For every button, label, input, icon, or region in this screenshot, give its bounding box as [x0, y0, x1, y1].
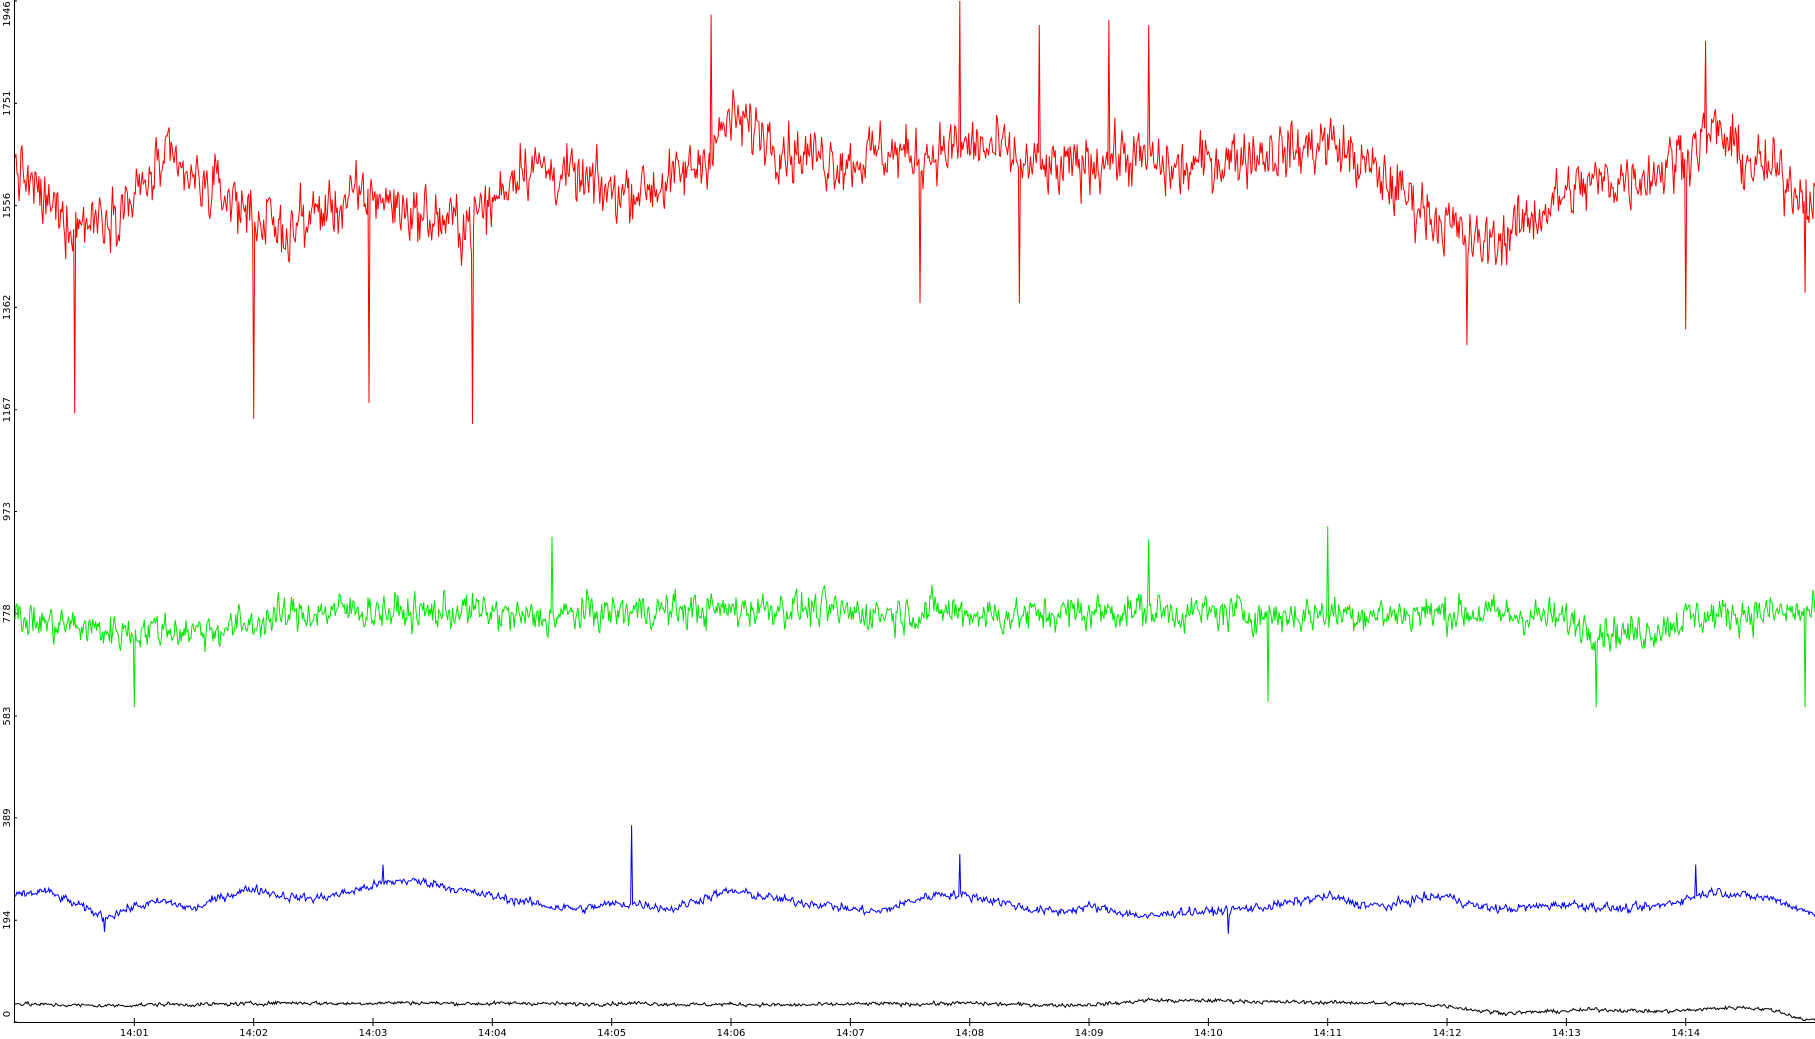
x-tick-label: 14:10 — [1194, 1028, 1223, 1039]
y-tick-label: 194 — [2, 911, 13, 930]
y-tick-label: 583 — [2, 707, 13, 726]
x-tick-label: 14:07 — [836, 1028, 865, 1039]
x-tick-label: 14:02 — [239, 1028, 268, 1039]
y-tick-label: 1751 — [2, 91, 13, 116]
y-tick-label: 1946 — [2, 1, 13, 26]
y-tick-label: 1167 — [2, 397, 13, 422]
x-tick-label: 14:04 — [478, 1028, 507, 1039]
x-tick-label: 14:09 — [1075, 1028, 1104, 1039]
y-tick-label: 389 — [2, 808, 13, 827]
x-tick-label: 14:06 — [717, 1028, 746, 1039]
y-tick-label: 1362 — [2, 295, 13, 320]
x-tick-label: 14:03 — [359, 1028, 388, 1039]
x-axis-ticks: 14:01 14:02 14:03 14:04 14:05 14:06 14:07 14:08… — [120, 1018, 1700, 1039]
y-axis-ticks: 0 194 389 583 778 973 1167 1362 1556 1751 1946 — [2, 0, 17, 1023]
x-tick-label: 14:13 — [1552, 1028, 1581, 1039]
series-line-2 — [14, 526, 1815, 708]
series-line-4 — [14, 997, 1815, 1022]
series-layer — [14, 0, 1815, 1022]
y-tick-label: 973 — [2, 502, 13, 521]
x-tick-label: 14:11 — [1313, 1028, 1342, 1039]
x-tick-label: 14:05 — [597, 1028, 626, 1039]
y-tick-label: 0 — [2, 1011, 13, 1017]
series-line-1 — [14, 0, 1815, 424]
x-tick-label: 14:12 — [1433, 1028, 1462, 1039]
x-tick-label: 14:14 — [1671, 1028, 1700, 1039]
y-tick-label: 778 — [2, 604, 13, 623]
x-tick-label: 14:08 — [955, 1028, 984, 1039]
series-line-3 — [14, 825, 1815, 934]
x-tick-label: 14:01 — [120, 1028, 149, 1039]
y-tick-label: 1556 — [2, 193, 13, 218]
